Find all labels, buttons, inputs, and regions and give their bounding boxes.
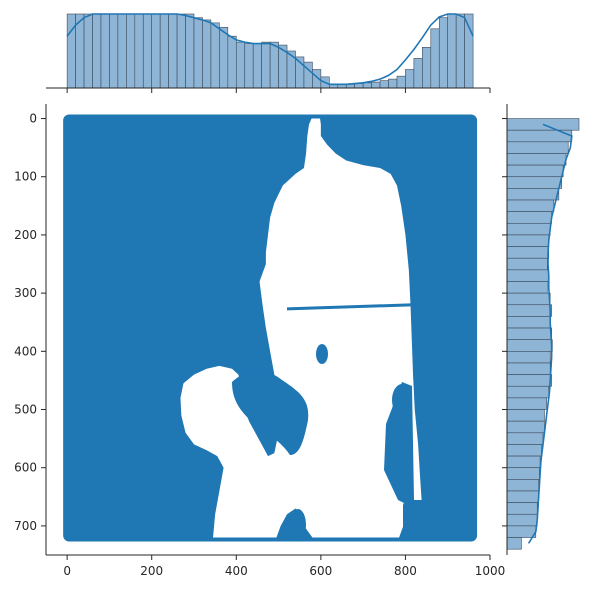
- marginal-y-bar: [506, 234, 550, 247]
- marginal-x-bar: [219, 27, 229, 89]
- marginal-x-bar: [126, 13, 136, 89]
- marginal-y-bar: [506, 257, 548, 271]
- marginal-y-bar: [506, 479, 539, 492]
- marginal-y-bar: [506, 444, 542, 457]
- marginal-x-bar: [261, 41, 271, 89]
- marginal-x-bar: [455, 13, 465, 89]
- y-tick-label-0: 0: [29, 112, 37, 126]
- marginal-x-bar: [117, 13, 127, 89]
- marginal-x-bar: [371, 81, 381, 89]
- marginal-x-bar: [109, 13, 119, 89]
- marginal-x-bar: [413, 58, 423, 89]
- marginal-x-bar: [252, 43, 262, 89]
- marginal-x-bar: [168, 13, 178, 89]
- x-tick-label-400: 400: [225, 564, 248, 578]
- x-tick-label-200: 200: [140, 564, 163, 578]
- marginal-y-bar: [506, 409, 545, 422]
- marginal-y-bar: [506, 455, 541, 469]
- marginal-y-bar: [506, 467, 540, 480]
- marginal-y-bar: [506, 199, 555, 212]
- x-tick-label-600: 600: [309, 564, 332, 578]
- marginal-x-bar: [362, 82, 372, 89]
- marginal-x-bar: [244, 43, 254, 89]
- marginal-y-histogram: [502, 104, 580, 555]
- marginal-y-bar: [506, 281, 548, 294]
- marginal-x-bar: [396, 75, 406, 89]
- marginal-x-kde: [66, 13, 474, 86]
- marginal-x-bar: [422, 46, 432, 89]
- marginal-x-bar: [227, 35, 237, 89]
- scatter-blob-0: [316, 344, 328, 364]
- marginal-y-bar: [506, 188, 560, 201]
- x-tick-label-1000: 1000: [475, 564, 506, 578]
- y-tick-label-600: 600: [14, 461, 37, 475]
- marginal-x-bar: [185, 13, 195, 89]
- marginal-y-bar: [506, 362, 551, 375]
- x-tick-label-800: 800: [394, 564, 417, 578]
- marginal-y-bar: [506, 153, 567, 166]
- scatter-block-br: [403, 500, 477, 540]
- scatter-blob-right: [384, 382, 414, 506]
- marginal-y-bar: [506, 141, 569, 154]
- marginal-y-bar: [506, 164, 564, 178]
- marginal-y-bar: [506, 246, 550, 259]
- marginal-x-bar: [193, 17, 203, 89]
- marginal-x-bar: [438, 17, 449, 89]
- marginal-y-bar: [506, 269, 550, 282]
- marginal-x-bar: [151, 13, 161, 89]
- marginal-x-bar: [430, 28, 440, 89]
- marginal-x-bar: [176, 13, 186, 89]
- x-tick-label-0: 0: [63, 564, 71, 578]
- joint-axes: 0 200 400 600 800 1000 0 100 200 300 400 500 600 700: [14, 104, 505, 578]
- scatter-blob-body: [232, 370, 309, 455]
- marginal-y-bar: [506, 385, 550, 399]
- marginal-y-bar: [506, 211, 552, 224]
- marginal-x-bar: [202, 19, 212, 89]
- marginal-x-bar: [379, 80, 389, 89]
- y-tick-label-300: 300: [14, 286, 37, 300]
- marginal-x-bar: [142, 13, 153, 89]
- marginal-y-bar: [506, 292, 551, 306]
- marginal-x-bar: [210, 22, 220, 89]
- marginal-y-bar: [506, 420, 545, 434]
- marginal-x-bar: [447, 13, 457, 89]
- marginal-x-bar: [159, 13, 169, 89]
- marginal-y-bar: [506, 502, 538, 515]
- marginal-y-bar: [506, 537, 522, 550]
- marginal-x-bar: [83, 13, 93, 89]
- y-tick-label-200: 200: [14, 228, 37, 242]
- marginal-y-bar: [506, 432, 544, 445]
- y-tick-label-100: 100: [14, 170, 37, 184]
- marginal-x-bar: [235, 41, 246, 89]
- marginal-y-bar: [506, 351, 551, 364]
- marginal-y-bar: [506, 374, 552, 387]
- y-tick-label-500: 500: [14, 403, 37, 417]
- marginal-y-bar: [506, 525, 537, 538]
- marginal-x-bar: [269, 41, 279, 89]
- y-tick-label-700: 700: [14, 519, 37, 533]
- line-segment: [286, 303, 414, 311]
- marginal-y-bar: [506, 222, 551, 236]
- marginal-x-bar: [134, 13, 144, 89]
- marginal-x-bar: [388, 78, 398, 89]
- blank-region-0: [180, 118, 423, 538]
- marginal-y-bar: [506, 397, 547, 410]
- marginal-x-bar: [66, 13, 76, 89]
- marginal-x-bar: [100, 13, 110, 89]
- y-tick-label-400: 400: [14, 344, 37, 358]
- marginal-x-bar: [92, 13, 102, 89]
- marginal-y-bar: [506, 513, 538, 527]
- marginal-x-bar: [75, 13, 85, 89]
- marginal-y-bar: [506, 176, 563, 189]
- marginal-x-histogram: [46, 13, 491, 93]
- marginal-y-bar: [506, 327, 552, 340]
- marginal-y-bar: [506, 339, 553, 352]
- scatter-blob-1: [290, 509, 306, 541]
- marginal-y-kde: [527, 123, 573, 544]
- marginal-y-bar: [506, 304, 552, 317]
- marginal-y-bar: [506, 490, 539, 503]
- marginal-x-bar: [405, 69, 415, 89]
- marginal-y-bar: [506, 316, 551, 329]
